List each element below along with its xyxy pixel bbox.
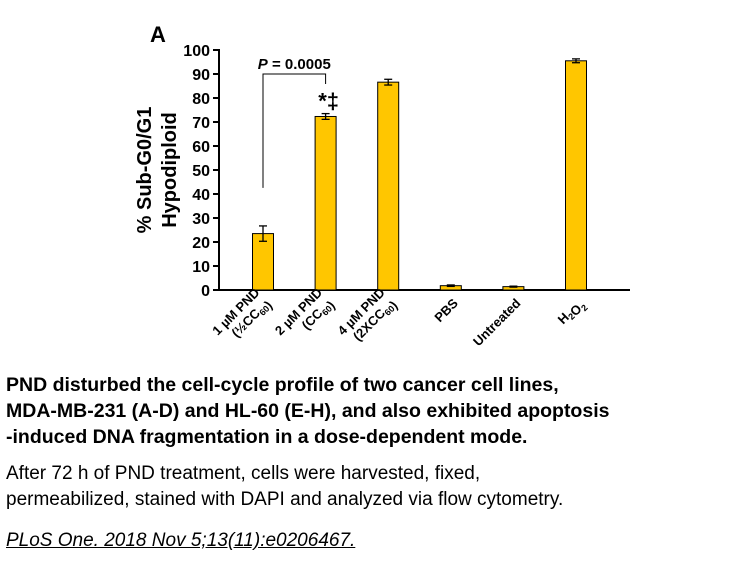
y-axis-title-line: Hypodiploid (159, 112, 181, 228)
x-tick-label: Untreated (470, 295, 524, 349)
p-value-label: P = 0.0005 (258, 56, 331, 73)
x-tick-label: H2O2 (555, 296, 590, 331)
y-tick-label: 30 (192, 211, 210, 228)
y-tick-label: 80 (192, 91, 210, 108)
caption-title-line: PND disturbed the cell-cycle profile of … (6, 374, 559, 396)
caption-body-line: After 72 h of PND treatment, cells were … (6, 463, 481, 484)
y-tick-label: 60 (192, 139, 210, 156)
y-tick-label: 100 (183, 43, 210, 60)
y-tick-label: 50 (192, 163, 210, 180)
significance-marks: *‡ (318, 89, 339, 114)
bar (565, 60, 587, 291)
figure-caption-body: After 72 h of PND treatment, cells were … (6, 461, 754, 513)
y-tick-label: 90 (192, 67, 210, 84)
panel-label: A (150, 22, 166, 47)
significance-bracket (262, 73, 327, 188)
y-tick-label: 70 (192, 115, 210, 132)
caption-body-line: permeabilized, stained with DAPI and ana… (6, 489, 564, 510)
bar (314, 115, 337, 291)
y-tick-label: 20 (192, 235, 210, 252)
y-tick-label: 40 (192, 187, 210, 204)
y-tick-label: 0 (201, 283, 210, 300)
bar (377, 81, 400, 291)
y-tick-label: 10 (192, 259, 210, 276)
figure-caption-title: PND disturbed the cell-cycle profile of … (6, 372, 754, 450)
citation-link[interactable]: PLoS One. 2018 Nov 5;13(11):e0206467. (6, 530, 356, 551)
caption-title-line: -induced DNA fragmentation in a dose-dep… (6, 426, 528, 448)
bar-chart: A 0 10 20 30 40 50 60 70 80 90 100 % Sub-G0/G1 Hypodi… (134, 22, 630, 349)
bar (252, 233, 274, 291)
caption-title-line: MDA-MB-231 (A-D) and HL-60 (E-H), and al… (6, 400, 610, 422)
y-axis-title-line: % Sub-G0/G1 (134, 107, 156, 234)
x-tick-label: PBS (431, 295, 461, 325)
